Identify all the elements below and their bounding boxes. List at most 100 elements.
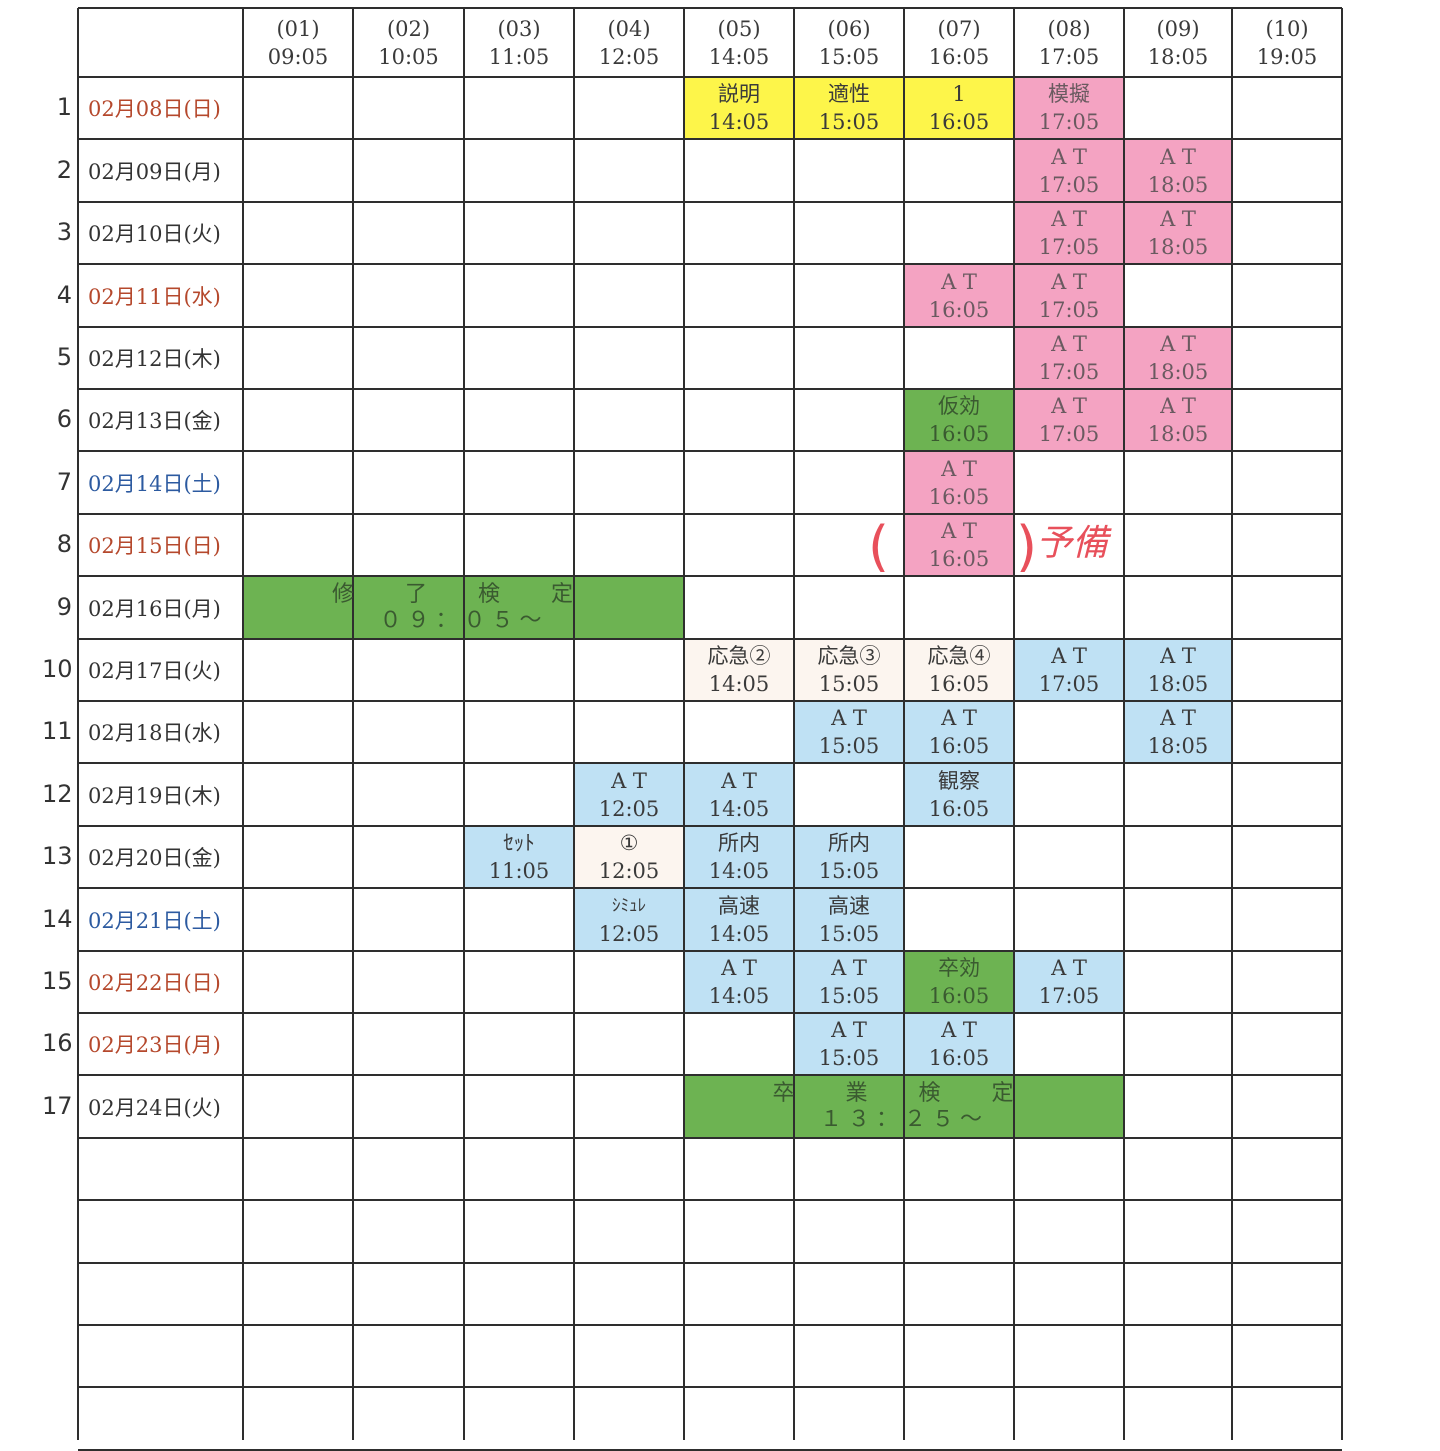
empty-slot[interactable] <box>904 139 1014 202</box>
empty-slot[interactable] <box>1124 1075 1232 1138</box>
empty-slot[interactable] <box>1124 826 1232 888</box>
empty-slot[interactable] <box>1014 763 1124 826</box>
empty-slot[interactable] <box>464 1075 574 1138</box>
empty-slot[interactable] <box>353 264 464 327</box>
lesson-slot[interactable]: ① 12:05 <box>574 826 684 888</box>
empty-slot[interactable] <box>464 514 574 576</box>
empty-slot[interactable] <box>1232 701 1342 763</box>
lesson-slot[interactable]: A T 14:05 <box>684 763 794 826</box>
empty-slot[interactable] <box>1124 514 1232 576</box>
lesson-slot[interactable]: 高速 14:05 <box>684 888 794 951</box>
lesson-slot[interactable]: A T 17:05 <box>1014 202 1124 264</box>
empty-slot[interactable] <box>904 327 1014 389</box>
empty-slot[interactable] <box>353 451 464 514</box>
empty-slot[interactable] <box>353 202 464 264</box>
empty-slot[interactable] <box>684 389 794 451</box>
empty-slot[interactable] <box>353 139 464 202</box>
empty-slot[interactable] <box>684 1013 794 1075</box>
lesson-slot[interactable]: A T 17:05 <box>1014 389 1124 451</box>
empty-slot[interactable] <box>464 951 574 1013</box>
empty-slot[interactable] <box>904 202 1014 264</box>
empty-slot[interactable] <box>1014 701 1124 763</box>
empty-slot[interactable] <box>1124 77 1232 139</box>
empty-slot[interactable] <box>353 888 464 951</box>
lesson-slot[interactable]: 所内 15:05 <box>794 826 904 888</box>
empty-slot[interactable] <box>353 514 464 576</box>
lesson-slot[interactable]: 観察 16:05 <box>904 763 1014 826</box>
empty-slot[interactable] <box>243 826 353 888</box>
empty-slot[interactable] <box>243 1075 353 1138</box>
empty-slot[interactable] <box>1232 1013 1342 1075</box>
empty-slot[interactable] <box>1124 576 1232 639</box>
empty-slot[interactable] <box>243 514 353 576</box>
empty-slot[interactable] <box>794 264 904 327</box>
empty-slot[interactable] <box>1232 514 1342 576</box>
empty-slot[interactable] <box>353 763 464 826</box>
empty-slot[interactable] <box>1014 576 1124 639</box>
empty-slot[interactable] <box>794 451 904 514</box>
lesson-slot[interactable]: A T 15:05 <box>794 1013 904 1075</box>
lesson-slot[interactable]: A T 18:05 <box>1124 202 1232 264</box>
lesson-slot[interactable]: A T 16:05 <box>904 1013 1014 1075</box>
empty-slot[interactable] <box>243 639 353 701</box>
empty-slot[interactable] <box>464 327 574 389</box>
empty-slot[interactable] <box>353 1013 464 1075</box>
lesson-slot[interactable]: 1 16:05 <box>904 77 1014 139</box>
empty-slot[interactable] <box>1124 451 1232 514</box>
empty-slot[interactable] <box>243 139 353 202</box>
empty-slot[interactable] <box>574 639 684 701</box>
lesson-slot[interactable]: 所内 14:05 <box>684 826 794 888</box>
empty-slot[interactable] <box>684 514 794 576</box>
empty-slot[interactable] <box>464 139 574 202</box>
empty-slot[interactable] <box>353 1075 464 1138</box>
empty-slot[interactable] <box>574 451 684 514</box>
empty-slot[interactable] <box>1232 826 1342 888</box>
empty-slot[interactable] <box>353 327 464 389</box>
lesson-slot[interactable]: ｾｯﾄ 11:05 <box>464 826 574 888</box>
empty-slot[interactable] <box>684 701 794 763</box>
empty-slot[interactable] <box>1232 77 1342 139</box>
empty-slot[interactable] <box>243 264 353 327</box>
lesson-slot[interactable]: A T 17:05 <box>1014 951 1124 1013</box>
empty-slot[interactable] <box>684 327 794 389</box>
lesson-slot[interactable]: A T 18:05 <box>1124 701 1232 763</box>
empty-slot[interactable] <box>243 202 353 264</box>
lesson-slot[interactable]: 応急② 14:05 <box>684 639 794 701</box>
empty-slot[interactable] <box>1124 1013 1232 1075</box>
empty-slot[interactable] <box>1014 451 1124 514</box>
empty-slot[interactable] <box>794 327 904 389</box>
lesson-slot[interactable]: A T 18:05 <box>1124 327 1232 389</box>
empty-slot[interactable] <box>794 139 904 202</box>
empty-slot[interactable] <box>1124 264 1232 327</box>
lesson-slot[interactable]: 仮効 16:05 <box>904 389 1014 451</box>
empty-slot[interactable] <box>243 77 353 139</box>
lesson-slot[interactable]: 説明 14:05 <box>684 77 794 139</box>
empty-slot[interactable] <box>574 264 684 327</box>
empty-slot[interactable] <box>684 264 794 327</box>
empty-slot[interactable] <box>794 576 904 639</box>
lesson-slot[interactable]: A T 17:05 <box>1014 264 1124 327</box>
empty-slot[interactable] <box>464 1013 574 1075</box>
empty-slot[interactable] <box>464 77 574 139</box>
lesson-slot[interactable]: 応急④ 16:05 <box>904 639 1014 701</box>
empty-slot[interactable] <box>574 202 684 264</box>
empty-slot[interactable] <box>464 264 574 327</box>
lesson-slot[interactable]: 適性 15:05 <box>794 77 904 139</box>
empty-slot[interactable] <box>1232 451 1342 514</box>
empty-slot[interactable] <box>574 389 684 451</box>
empty-slot[interactable] <box>904 826 1014 888</box>
empty-slot[interactable] <box>794 763 904 826</box>
empty-slot[interactable] <box>464 389 574 451</box>
empty-slot[interactable] <box>243 763 353 826</box>
empty-slot[interactable] <box>574 327 684 389</box>
empty-slot[interactable] <box>574 139 684 202</box>
empty-slot[interactable] <box>243 701 353 763</box>
empty-slot[interactable] <box>574 514 684 576</box>
empty-slot[interactable] <box>684 139 794 202</box>
empty-slot[interactable] <box>1232 264 1342 327</box>
empty-slot[interactable] <box>1232 951 1342 1013</box>
lesson-slot[interactable]: 高速 15:05 <box>794 888 904 951</box>
empty-slot[interactable] <box>1014 826 1124 888</box>
empty-slot[interactable] <box>243 951 353 1013</box>
lesson-slot[interactable]: A T 12:05 <box>574 763 684 826</box>
